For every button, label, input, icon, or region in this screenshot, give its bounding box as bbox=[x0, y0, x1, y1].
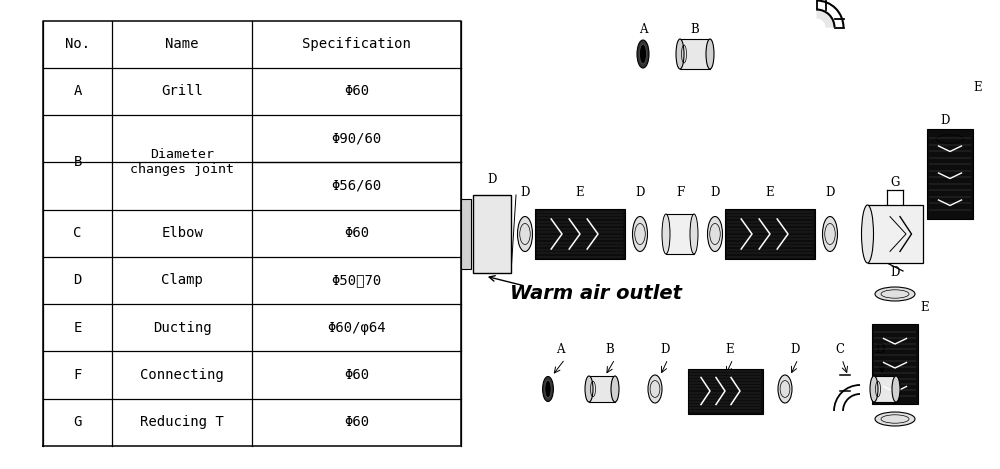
Bar bbox=[680, 39, 710, 69]
Ellipse shape bbox=[930, 132, 970, 146]
Ellipse shape bbox=[585, 376, 593, 402]
Ellipse shape bbox=[648, 375, 662, 403]
Text: Φ50～70: Φ50～70 bbox=[332, 273, 382, 287]
Ellipse shape bbox=[892, 376, 900, 402]
Text: G: G bbox=[890, 176, 900, 189]
Text: Name: Name bbox=[165, 37, 199, 51]
Text: No.: No. bbox=[65, 37, 90, 51]
Bar bbox=[473, 195, 511, 273]
Text: D: D bbox=[890, 394, 900, 407]
Ellipse shape bbox=[706, 39, 714, 69]
Text: Reducing T: Reducing T bbox=[140, 415, 224, 429]
Text: D: D bbox=[825, 186, 835, 199]
Text: D: D bbox=[710, 186, 720, 199]
Bar bbox=[589, 376, 615, 402]
Ellipse shape bbox=[690, 214, 698, 254]
Text: F: F bbox=[73, 368, 82, 382]
Text: Φ90/60: Φ90/60 bbox=[332, 132, 382, 146]
Text: D: D bbox=[635, 186, 645, 199]
Ellipse shape bbox=[708, 217, 722, 251]
Text: B: B bbox=[606, 343, 614, 356]
Text: D: D bbox=[520, 186, 530, 199]
Text: D: D bbox=[73, 273, 82, 287]
Text: Elbow: Elbow bbox=[161, 226, 203, 240]
Ellipse shape bbox=[870, 376, 878, 402]
Ellipse shape bbox=[543, 377, 553, 401]
Text: D: D bbox=[890, 266, 900, 279]
Ellipse shape bbox=[822, 217, 838, 251]
Text: Φ60: Φ60 bbox=[344, 415, 369, 429]
Text: D: D bbox=[940, 114, 950, 127]
Text: B: B bbox=[73, 155, 82, 169]
Bar bbox=[868, 205, 922, 263]
Text: Φ60: Φ60 bbox=[344, 226, 369, 240]
Bar bbox=[872, 324, 918, 404]
Text: F: F bbox=[676, 186, 684, 199]
Ellipse shape bbox=[662, 214, 670, 254]
Ellipse shape bbox=[640, 44, 646, 64]
Ellipse shape bbox=[633, 217, 648, 251]
Text: Φ56/60: Φ56/60 bbox=[332, 179, 382, 193]
Ellipse shape bbox=[875, 287, 915, 301]
Text: A: A bbox=[73, 84, 82, 98]
Ellipse shape bbox=[875, 412, 915, 426]
Text: Ducting: Ducting bbox=[153, 321, 211, 335]
Text: D: D bbox=[660, 343, 670, 356]
Bar bbox=[927, 129, 973, 219]
Text: Specification: Specification bbox=[302, 37, 411, 51]
Text: A: A bbox=[556, 343, 564, 356]
Ellipse shape bbox=[518, 217, 532, 251]
Bar bbox=[725, 209, 815, 259]
Text: C: C bbox=[836, 343, 844, 356]
Text: Connecting: Connecting bbox=[140, 368, 224, 382]
Text: E: E bbox=[921, 301, 929, 314]
Bar bbox=[874, 376, 896, 402]
Text: E: E bbox=[73, 321, 82, 335]
Ellipse shape bbox=[862, 205, 874, 263]
Text: E: E bbox=[726, 343, 734, 356]
Text: Φ60/φ64: Φ60/φ64 bbox=[327, 321, 386, 335]
Text: C: C bbox=[73, 226, 82, 240]
Bar bbox=[666, 214, 694, 254]
Bar bbox=[461, 199, 471, 269]
Ellipse shape bbox=[611, 376, 619, 402]
Text: E: E bbox=[576, 186, 584, 199]
Text: Φ60: Φ60 bbox=[344, 84, 369, 98]
Text: Warm air outlet: Warm air outlet bbox=[510, 284, 682, 303]
Text: G: G bbox=[73, 415, 82, 429]
Text: B: B bbox=[691, 23, 699, 36]
Text: E: E bbox=[974, 81, 982, 94]
Bar bbox=[535, 209, 625, 259]
Text: Grill: Grill bbox=[161, 84, 203, 98]
Text: D: D bbox=[875, 343, 885, 356]
Text: Diameter
changes joint: Diameter changes joint bbox=[130, 148, 234, 176]
Bar bbox=[688, 369, 763, 414]
Text: Φ60: Φ60 bbox=[344, 368, 369, 382]
Wedge shape bbox=[816, 9, 834, 28]
Text: E: E bbox=[766, 186, 774, 199]
Ellipse shape bbox=[676, 39, 684, 69]
Ellipse shape bbox=[545, 380, 551, 398]
Text: Clamp: Clamp bbox=[161, 273, 203, 287]
Text: A: A bbox=[639, 23, 647, 36]
Ellipse shape bbox=[778, 375, 792, 403]
Ellipse shape bbox=[637, 40, 649, 68]
Text: D: D bbox=[487, 173, 497, 186]
Text: D: D bbox=[790, 343, 800, 356]
